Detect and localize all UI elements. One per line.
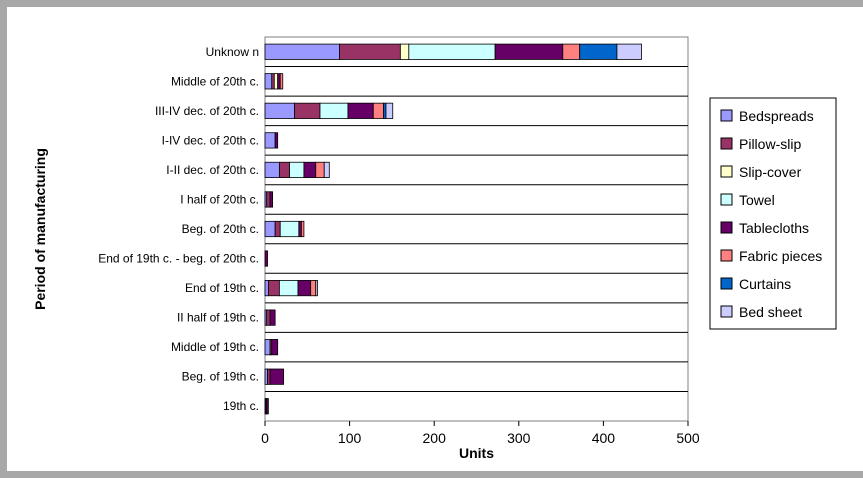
legend-label: Tablecloths (739, 220, 809, 236)
bar-segment (264, 73, 273, 90)
legend-swatch (720, 221, 733, 234)
bar-segment (264, 43, 340, 60)
category-label: End of 19th c. - beg. of 20th c. (98, 252, 259, 266)
legend-swatch (720, 277, 733, 290)
x-tick-label: 400 (592, 430, 616, 446)
bar-segment (339, 43, 401, 60)
bar-segment (579, 43, 618, 60)
bar-segment (310, 279, 317, 297)
bar-segment (347, 102, 374, 119)
bar-segment (279, 73, 284, 90)
plot-area (264, 36, 689, 422)
category-label: I half of 20th c. (180, 192, 259, 206)
bar-segment (494, 43, 564, 60)
bar-segment (303, 161, 317, 179)
bar-segment (269, 309, 276, 326)
legend-label: Curtains (739, 276, 791, 292)
bar-segment (264, 339, 271, 356)
bar-segment (269, 368, 285, 385)
category-label: III-IV dec. of 20th c. (155, 104, 259, 118)
bar-segment (264, 250, 268, 267)
legend: Bedspreads Pillow-slip Slip-cover Towel Tabl… (709, 97, 837, 330)
category-label: End of 19th c. (185, 281, 259, 295)
x-tick-label: 0 (261, 430, 269, 446)
legend-swatch (720, 137, 733, 150)
legend-label: Slip-cover (739, 164, 802, 180)
bar-segment (294, 102, 321, 119)
bar-segment (315, 279, 318, 297)
bar-segment (297, 279, 312, 297)
x-tick-label: 300 (507, 430, 531, 446)
legend-swatch (720, 249, 733, 262)
bar-segment (266, 191, 271, 208)
y-axis-title: Period of manufacturing (32, 148, 48, 310)
bar-segment (267, 279, 280, 297)
bar-chart: Unknow n Middle of 20th c. III-IV dec. of … (32, 36, 837, 461)
bar-segment (264, 132, 276, 149)
category-label: II half of 19th c. (177, 311, 259, 325)
category-label: I-IV dec. of 20th c. (162, 133, 259, 147)
legend-label: Towel (739, 192, 775, 208)
bar-segment (266, 309, 271, 326)
bar-segment (264, 279, 269, 297)
x-axis-title: Units (459, 445, 494, 461)
category-label: Beg. of 20th c. (182, 222, 259, 236)
x-tick-label: 200 (423, 430, 447, 446)
bar-segment (264, 161, 280, 179)
bar-segment (266, 398, 269, 415)
bar-segment (274, 132, 279, 149)
category-label: 19th c. (223, 399, 259, 413)
legend-swatch (720, 109, 733, 122)
bar-segment (319, 102, 349, 119)
legend-swatch (720, 165, 733, 178)
legend-label: Bedspreads (739, 108, 814, 124)
bar-segment (315, 161, 325, 179)
bar-segment (264, 220, 276, 238)
category-label: Unknow n (206, 45, 259, 59)
bar-segment (279, 220, 300, 238)
bar-segment (271, 339, 279, 356)
legend-box (709, 97, 837, 330)
bar-segment (408, 43, 496, 60)
bar-segment (273, 73, 279, 90)
legend-swatch (720, 193, 733, 206)
bar-segment (289, 161, 305, 179)
bar-segment (616, 43, 642, 60)
bar-segment (278, 279, 299, 297)
bar-segment (300, 220, 305, 238)
bar-segment (264, 102, 296, 119)
bar-segment (323, 161, 330, 179)
bar-segment (274, 220, 281, 238)
bar-segment (278, 161, 290, 179)
bar-segment (372, 102, 384, 119)
legend-label: Pillow-slip (739, 136, 801, 152)
bar-segment (269, 191, 274, 208)
category-label: Middle of 20th c. (171, 74, 259, 88)
x-tick-label: 100 (338, 430, 362, 446)
legend-swatch (720, 305, 733, 318)
legend-label: Fabric pieces (739, 248, 822, 264)
legend-label: Bed sheet (739, 304, 802, 320)
bar-segment (562, 43, 581, 60)
category-label: Beg. of 19th c. (182, 370, 259, 384)
bar-segment (385, 102, 394, 119)
category-label: I-II dec. of 20th c. (166, 163, 259, 177)
bar-segment (399, 43, 410, 60)
x-tick-label: 500 (676, 430, 700, 446)
category-label: Middle of 19th c. (171, 340, 259, 354)
